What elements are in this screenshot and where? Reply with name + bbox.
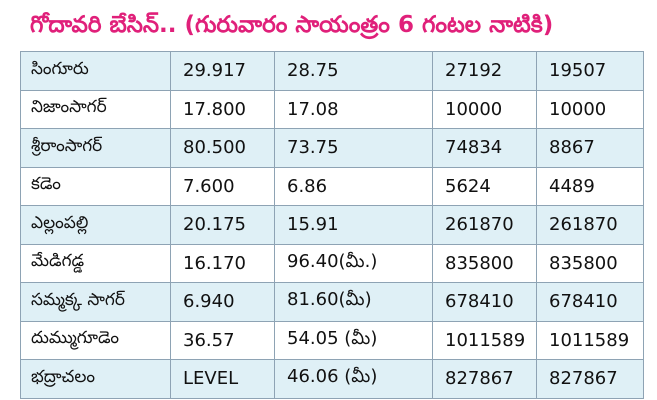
inflow: 827867 <box>432 359 537 399</box>
table-row: సమ్మక్క సాగర్ 6.940 81.60(మీ) 678410 678… <box>20 282 644 322</box>
full-level: LEVEL <box>170 359 275 399</box>
inflow: 835800 <box>432 243 537 283</box>
outflow: 835800 <box>536 243 644 283</box>
project-name: మేడిగడ్డ <box>20 243 171 283</box>
table-row: భద్రాచలం LEVEL 46.06 (మీ) 827867 827867 <box>20 359 644 399</box>
outflow: 4489 <box>536 166 644 206</box>
inflow: 27192 <box>432 51 537 91</box>
current-level: 6.86 <box>274 166 433 206</box>
project-name: నిజాంసాగర్ <box>20 89 171 129</box>
outflow: 10000 <box>536 89 644 129</box>
inflow: 1011589 <box>432 320 537 360</box>
outflow: 261870 <box>536 205 644 245</box>
table-row: మేడిగడ్డ 16.170 96.40(మీ.) 835800 835800 <box>20 243 644 283</box>
table-row: కడెం 7.600 6.86 5624 4489 <box>20 166 644 206</box>
project-name: సింగూరు <box>20 51 171 91</box>
full-level: 29.917 <box>170 51 275 91</box>
project-name: భద్రాచలం <box>20 359 171 399</box>
project-name: శ్రీరాంసాగర్ <box>20 128 171 168</box>
full-level: 7.600 <box>170 166 275 206</box>
table-row: సింగూరు 29.917 28.75 27192 19507 <box>20 51 644 91</box>
current-level: 54.05 (మీ) <box>274 320 433 360</box>
full-level: 17.800 <box>170 89 275 129</box>
table-row: ఎల్లంపల్లి 20.175 15.91 261870 261870 <box>20 205 644 245</box>
current-level: 81.60(మీ) <box>274 282 433 322</box>
full-level: 80.500 <box>170 128 275 168</box>
inflow: 261870 <box>432 205 537 245</box>
outflow: 827867 <box>536 359 644 399</box>
outflow: 19507 <box>536 51 644 91</box>
current-level: 73.75 <box>274 128 433 168</box>
reservoir-table: సింగూరు 29.917 28.75 27192 19507 నిజాంసా… <box>20 51 644 399</box>
current-level: 17.08 <box>274 89 433 129</box>
inflow: 678410 <box>432 282 537 322</box>
full-level: 20.175 <box>170 205 275 245</box>
current-level: 46.06 (మీ) <box>274 359 433 399</box>
project-name: కడెం <box>20 166 171 206</box>
table-row: శ్రీరాంసాగర్ 80.500 73.75 74834 8867 <box>20 128 644 168</box>
table-row: దుమ్ముగూడెం 36.57 54.05 (మీ) 1011589 101… <box>20 320 644 360</box>
table-body: సింగూరు 29.917 28.75 27192 19507 నిజాంసా… <box>20 51 644 399</box>
page-title: గోదావరి బేసిన్.. (గురువారం సాయంత్రం 6 గం… <box>30 12 554 38</box>
outflow: 1011589 <box>536 320 644 360</box>
current-level: 28.75 <box>274 51 433 91</box>
full-level: 16.170 <box>170 243 275 283</box>
table-row: నిజాంసాగర్ 17.800 17.08 10000 10000 <box>20 89 644 129</box>
outflow: 8867 <box>536 128 644 168</box>
inflow: 5624 <box>432 166 537 206</box>
full-level: 6.940 <box>170 282 275 322</box>
project-name: సమ్మక్క సాగర్ <box>20 282 171 322</box>
project-name: ఎల్లంపల్లి <box>20 205 171 245</box>
inflow: 10000 <box>432 89 537 129</box>
current-level: 15.91 <box>274 205 433 245</box>
full-level: 36.57 <box>170 320 275 360</box>
outflow: 678410 <box>536 282 644 322</box>
current-level: 96.40(మీ.) <box>274 243 433 283</box>
inflow: 74834 <box>432 128 537 168</box>
project-name: దుమ్ముగూడెం <box>20 320 171 360</box>
